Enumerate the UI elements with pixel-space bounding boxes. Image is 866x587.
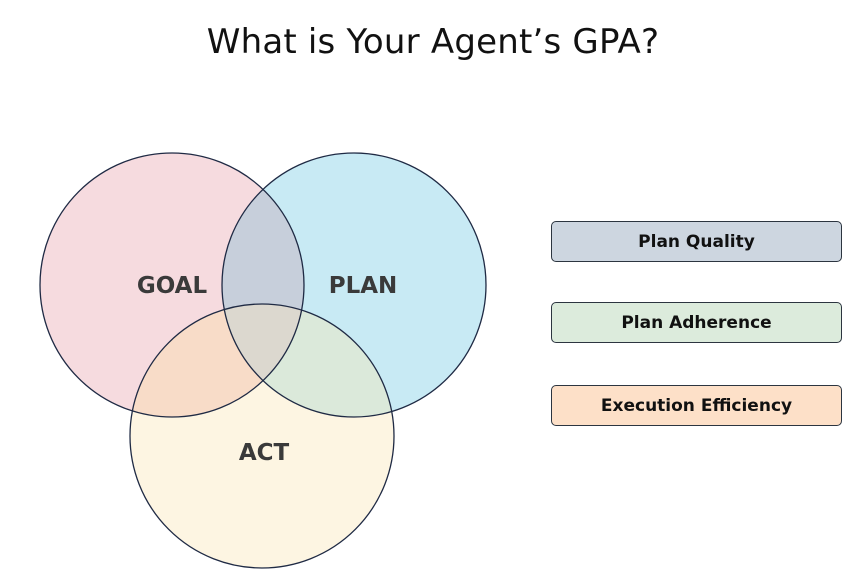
goal-circle-outline [39,152,305,418]
legend-execution-efficiency: Execution Efficiency [551,385,842,426]
legend-plan-quality: Plan Quality [551,221,842,262]
plan-label: PLAN [329,273,398,299]
act-label: ACT [239,440,290,466]
goal-act-overlap [130,304,304,417]
act-circle-outline [129,303,395,569]
plan-act-overlap [222,304,394,417]
goal-label: GOAL [137,273,208,299]
plan-circle-outline [221,152,487,418]
legend-plan-adherence: Plan Adherence [551,302,842,343]
page-title: What is Your Agent’s GPA? [206,22,660,62]
